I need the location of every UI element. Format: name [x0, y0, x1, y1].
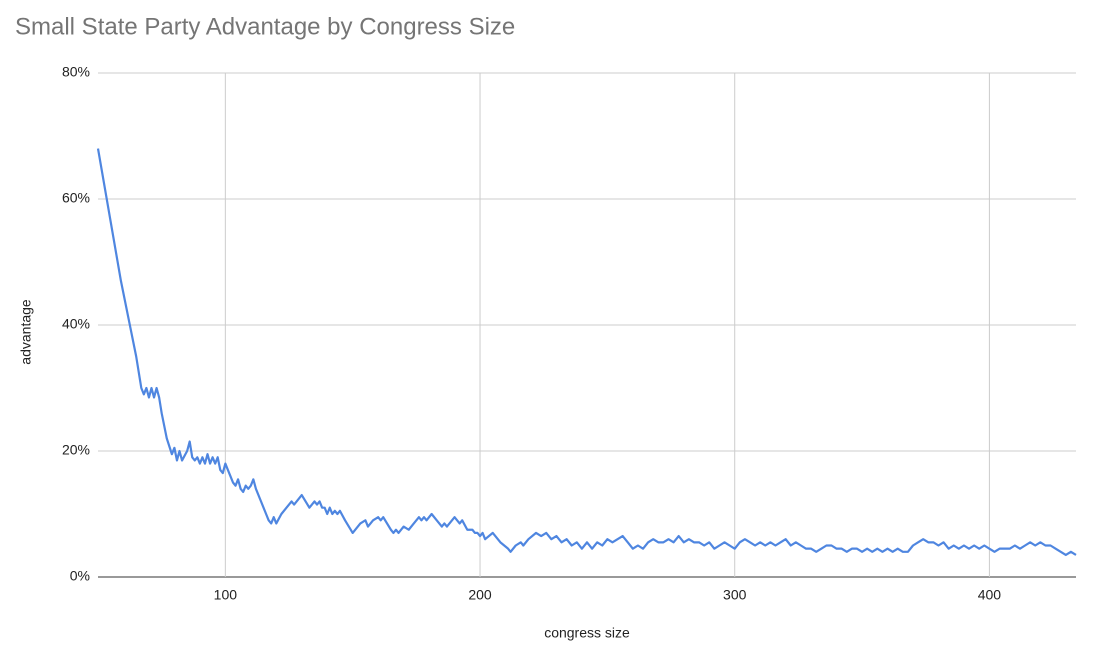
- x-tick-label: 100: [214, 587, 238, 603]
- y-tick-label: 20%: [62, 442, 90, 458]
- data-line: [96, 148, 1077, 557]
- y-axis-label: advantage: [18, 299, 34, 365]
- y-tick-label: 40%: [62, 316, 90, 332]
- y-tick-label: 80%: [62, 64, 90, 80]
- y-tick-label: 0%: [70, 568, 90, 584]
- y-tick-label: 60%: [62, 190, 90, 206]
- x-tick-label: 300: [723, 587, 747, 603]
- x-tick-label: 200: [468, 587, 492, 603]
- x-axis-label: congress size: [544, 625, 630, 641]
- x-tick-label: 400: [978, 587, 1002, 603]
- chart-title: Small State Party Advantage by Congress …: [15, 13, 515, 40]
